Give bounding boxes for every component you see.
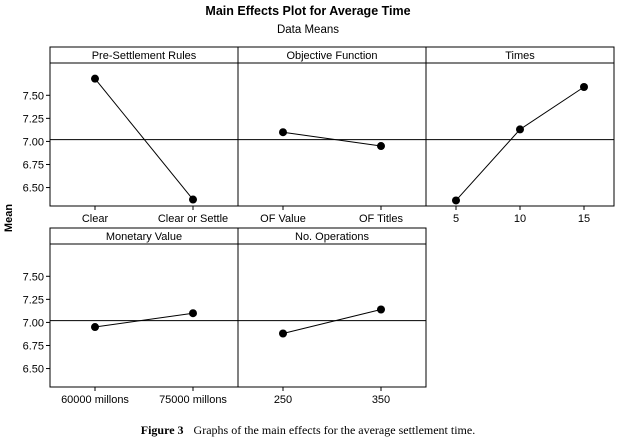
data-point [377,142,385,151]
series-line [94,312,194,328]
x-tick-label: 10 [514,213,526,225]
data-point [580,82,588,91]
y-tick-label: 7.25 [23,294,44,306]
panel-title: Monetary Value [106,231,182,243]
y-tick-label: 7.25 [23,113,44,125]
x-tick-label: OF Titles [359,213,404,225]
caption-label: Figure 3 [141,423,184,437]
panel-frame [237,46,427,207]
caption-text: Graphs of the main effects for the avera… [194,423,476,437]
data-point [189,195,197,204]
y-tick-label: 7.50 [23,271,44,283]
panel-title: No. Operations [295,231,369,243]
x-tick-label: OF Value [260,213,306,225]
y-tick-label: 6.50 [23,183,44,195]
x-tick-label: 75000 millons [159,394,227,406]
figure-caption: Figure 3 Graphs of the main effects for t… [141,423,475,437]
x-tick-label: 250 [274,394,292,406]
data-point [279,128,287,137]
x-tick-label: 350 [372,394,390,406]
y-tick-label: 7.00 [23,317,44,329]
x-tick-label: Clear or Settle [158,213,228,225]
data-point [516,125,524,134]
panel-frame [237,227,427,388]
x-tick-label: 60000 millons [61,394,129,406]
panel-frame [49,227,239,388]
panels-group: Pre-Settlement Rules 6.50 6.75 7.00 7.25 7.50… [23,46,615,406]
y-axis-label: Mean [3,204,15,232]
y-tick-label: 6.75 [23,340,44,352]
y-tick-label: 6.75 [23,159,44,171]
panel-title: Times [505,50,535,62]
data-point [377,305,385,314]
data-point [91,323,99,332]
data-point [189,309,197,318]
data-point [452,196,460,205]
x-tick-label: Clear [82,213,109,225]
series-line [282,131,382,147]
chart-title: Main Effects Plot for Average Time [205,4,410,18]
x-tick-label: 15 [578,213,590,225]
panel-title: Pre-Settlement Rules [92,50,197,62]
y-tick-label: 6.50 [23,364,44,376]
data-point [279,329,287,338]
y-tick-label: 7.00 [23,136,44,148]
data-point [91,74,99,83]
series-line [455,86,585,201]
panel-frame [49,46,239,207]
y-tick-label: 7.50 [23,90,44,102]
panel-title: Objective Function [286,50,377,62]
series-line [282,309,382,334]
chart-subtitle: Data Means [277,24,339,36]
series-line [94,78,194,200]
x-tick-label: 5 [453,213,459,225]
